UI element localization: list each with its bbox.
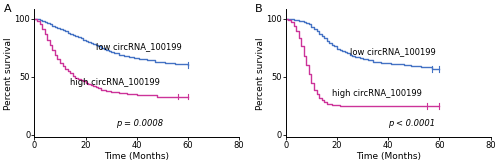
Text: p < 0.0001: p < 0.0001 bbox=[388, 119, 436, 128]
Text: p = 0.0008: p = 0.0008 bbox=[116, 119, 164, 128]
Text: low circRNA_100199: low circRNA_100199 bbox=[96, 42, 182, 51]
Text: high circRNA_100199: high circRNA_100199 bbox=[332, 89, 422, 98]
Y-axis label: Percent survival: Percent survival bbox=[4, 37, 13, 110]
X-axis label: Time (Months): Time (Months) bbox=[104, 152, 170, 161]
Y-axis label: Percent survival: Percent survival bbox=[256, 37, 264, 110]
Text: low circRNA_100199: low circRNA_100199 bbox=[350, 47, 436, 56]
Text: high circRNA_100199: high circRNA_100199 bbox=[70, 78, 160, 87]
Text: A: A bbox=[4, 4, 12, 14]
X-axis label: Time (Months): Time (Months) bbox=[356, 152, 420, 161]
Text: B: B bbox=[255, 4, 263, 14]
